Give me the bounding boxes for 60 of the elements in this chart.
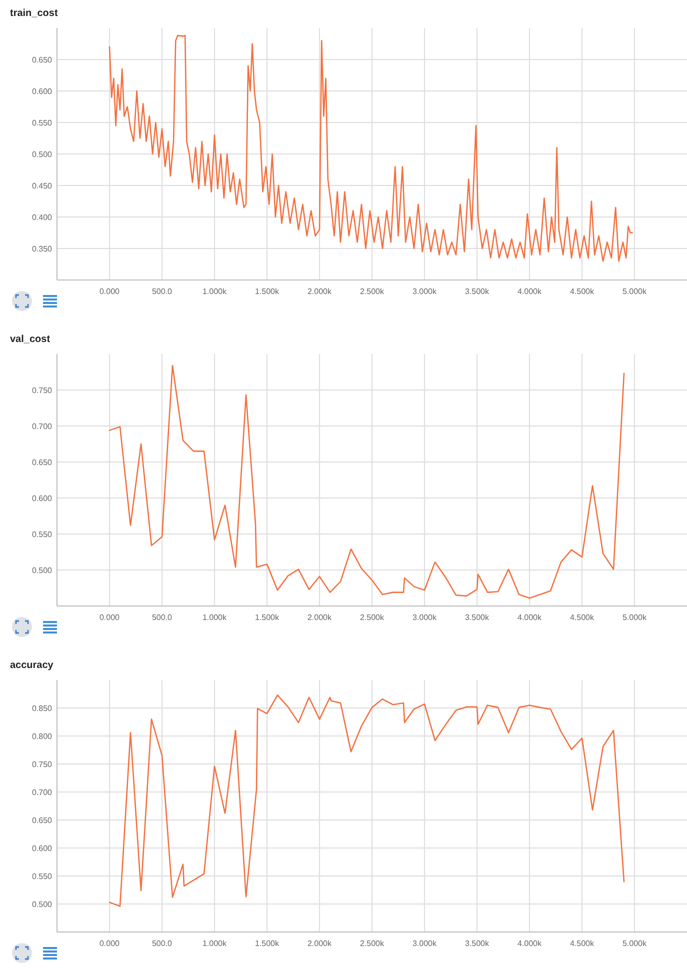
chart-title: accuracy <box>10 660 54 671</box>
x-tick-label: 5.000k <box>622 613 648 622</box>
x-tick-label: 3.500k <box>464 287 490 296</box>
y-tick-label: 0.600 <box>32 494 53 503</box>
x-tick-label: 5.000k <box>622 287 648 296</box>
x-tick-label: 0.000 <box>99 613 120 622</box>
x-tick-label: 500.0 <box>152 287 173 296</box>
line-series <box>108 364 625 599</box>
x-tick-label: 4.500k <box>570 613 596 622</box>
x-tick-label: 3.000k <box>412 939 438 948</box>
y-tick-label: 0.650 <box>32 55 53 64</box>
x-tick-label: 1.000k <box>202 287 228 296</box>
y-tick-label: 0.500 <box>32 566 53 575</box>
chart-title: val_cost <box>10 334 51 345</box>
y-tick-label: 0.700 <box>32 788 53 797</box>
x-tick-label: 0.000 <box>99 939 120 948</box>
x-tick-label: 5.000k <box>622 939 648 948</box>
x-tick-label: 4.500k <box>570 287 596 296</box>
y-tick-label: 0.450 <box>32 181 53 190</box>
x-tick-label: 3.500k <box>464 613 490 622</box>
y-tick-label: 0.500 <box>32 150 53 159</box>
x-tick-label: 1.000k <box>202 613 228 622</box>
y-tick-label: 0.650 <box>32 816 53 825</box>
x-tick-label: 2.000k <box>307 613 333 622</box>
x-tick-label: 2.500k <box>360 613 386 622</box>
y-tick-label: 0.600 <box>32 844 53 853</box>
y-tick-label: 0.700 <box>32 422 53 431</box>
x-tick-label: 1.500k <box>254 939 280 948</box>
x-tick-label: 1.500k <box>254 287 280 296</box>
y-tick-label: 0.850 <box>32 704 53 713</box>
line-series <box>108 694 625 907</box>
x-tick-label: 4.000k <box>517 939 543 948</box>
chart-title: train_cost <box>10 8 58 19</box>
y-tick-label: 0.400 <box>32 212 53 222</box>
x-tick-label: 4.000k <box>517 287 543 296</box>
line-series <box>108 34 634 262</box>
x-tick-label: 0.000 <box>99 287 120 296</box>
x-tick-label: 500.0 <box>152 939 173 948</box>
x-tick-label: 4.000k <box>517 613 543 622</box>
x-tick-label: 2.000k <box>307 287 333 296</box>
y-tick-label: 0.350 <box>32 244 53 254</box>
x-tick-label: 2.500k <box>360 939 386 948</box>
y-tick-label: 0.550 <box>32 118 53 128</box>
x-tick-label: 3.000k <box>412 287 438 296</box>
x-tick-label: 500.0 <box>152 613 173 622</box>
x-tick-label: 1.500k <box>254 613 280 622</box>
x-tick-label: 2.500k <box>360 287 386 296</box>
x-tick-label: 3.500k <box>464 939 490 948</box>
x-tick-label: 2.000k <box>307 939 333 948</box>
y-tick-label: 0.650 <box>32 458 53 467</box>
y-tick-label: 0.750 <box>32 760 53 769</box>
y-tick-label: 0.550 <box>32 530 53 539</box>
x-tick-label: 4.500k <box>570 939 596 948</box>
x-tick-label: 3.000k <box>412 613 438 622</box>
y-tick-label: 0.800 <box>32 732 53 741</box>
y-tick-label: 0.600 <box>32 86 53 96</box>
y-tick-label: 0.550 <box>32 872 53 881</box>
x-tick-label: 1.000k <box>202 939 228 948</box>
y-tick-label: 0.500 <box>32 900 53 909</box>
y-tick-label: 0.750 <box>32 386 53 395</box>
